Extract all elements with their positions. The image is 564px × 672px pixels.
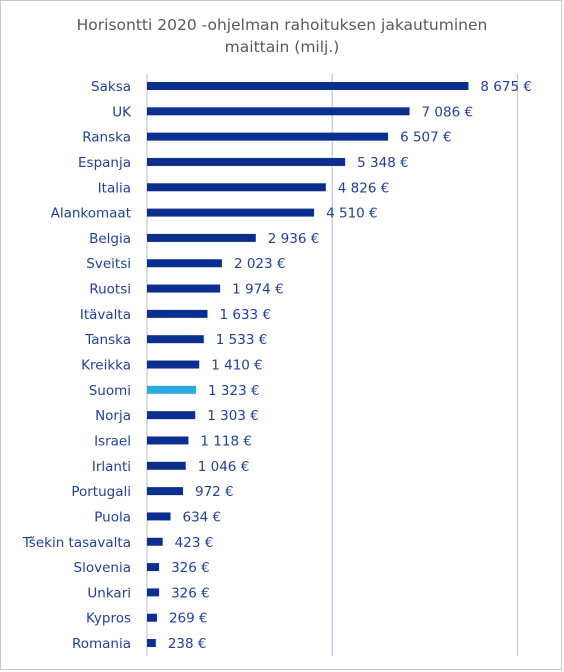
category-label: Belgia bbox=[89, 231, 131, 247]
category-label: Kypros bbox=[86, 611, 131, 627]
category-label: Kreikka bbox=[81, 358, 131, 374]
value-label: 6 507 € bbox=[400, 130, 452, 146]
bar[interactable] bbox=[147, 335, 204, 344]
bar[interactable] bbox=[147, 512, 171, 521]
bar[interactable] bbox=[147, 233, 256, 242]
value-label: 326 € bbox=[171, 560, 210, 576]
value-label: 1 323 € bbox=[208, 383, 260, 399]
bar[interactable] bbox=[147, 563, 160, 572]
category-label: Espanja bbox=[78, 155, 131, 171]
value-label: 7 086 € bbox=[422, 104, 474, 120]
value-label: 8 675 € bbox=[480, 79, 532, 95]
category-label: Alankomaat bbox=[51, 206, 131, 222]
bar[interactable] bbox=[147, 183, 326, 192]
bar[interactable] bbox=[147, 208, 315, 217]
bar[interactable] bbox=[147, 360, 200, 369]
category-label: Sveitsi bbox=[86, 256, 131, 272]
category-label: Portugali bbox=[71, 484, 131, 500]
bar[interactable] bbox=[147, 132, 389, 141]
value-label: 238 € bbox=[168, 636, 207, 652]
value-label: 1 303 € bbox=[207, 408, 259, 424]
category-label: Slovenia bbox=[74, 560, 131, 576]
category-label: Irlanti bbox=[92, 459, 131, 475]
value-label: 326 € bbox=[171, 585, 210, 601]
category-label: Israel bbox=[94, 433, 131, 449]
bar[interactable] bbox=[147, 461, 186, 470]
value-label: 1 633 € bbox=[220, 307, 272, 323]
bar[interactable] bbox=[147, 107, 410, 116]
category-label: Norja bbox=[95, 408, 131, 424]
bar[interactable] bbox=[147, 309, 208, 318]
category-label: Tanska bbox=[84, 332, 131, 348]
bar[interactable] bbox=[147, 259, 222, 268]
value-label: 972 € bbox=[195, 484, 234, 500]
value-label: 1 046 € bbox=[198, 459, 250, 475]
bar[interactable] bbox=[147, 588, 160, 597]
value-label: 2 023 € bbox=[234, 256, 286, 272]
category-label: Tšekin tasavalta bbox=[22, 535, 131, 551]
category-label: UK bbox=[112, 104, 132, 120]
category-label: Italia bbox=[98, 180, 131, 196]
bar[interactable] bbox=[147, 385, 197, 394]
value-label: 1 974 € bbox=[232, 282, 284, 298]
category-label: Puola bbox=[94, 509, 131, 525]
bar[interactable] bbox=[147, 639, 156, 648]
category-label: Ruotsi bbox=[89, 282, 131, 298]
bar[interactable] bbox=[147, 157, 346, 166]
bar[interactable] bbox=[147, 436, 189, 445]
value-label: 1 410 € bbox=[211, 358, 263, 374]
bar[interactable] bbox=[147, 284, 221, 293]
value-label: 4 510 € bbox=[326, 206, 378, 222]
category-label: Romania bbox=[72, 636, 131, 652]
category-label: Itävalta bbox=[80, 307, 131, 323]
value-label: 269 € bbox=[169, 611, 208, 627]
category-label: Ranska bbox=[82, 130, 131, 146]
bar[interactable] bbox=[147, 537, 163, 546]
chart-title: Horisontti 2020 -ohjelman rahoituksen ja… bbox=[76, 16, 488, 56]
bar[interactable] bbox=[147, 411, 196, 420]
bar[interactable] bbox=[147, 613, 157, 622]
value-label: 2 936 € bbox=[268, 231, 320, 247]
bar[interactable] bbox=[147, 82, 469, 90]
value-label: 423 € bbox=[175, 535, 214, 551]
category-label: Unkari bbox=[87, 585, 131, 601]
category-label: Suomi bbox=[89, 383, 131, 399]
value-label: 634 € bbox=[182, 509, 221, 525]
value-label: 5 348 € bbox=[357, 155, 409, 171]
value-label: 4 826 € bbox=[338, 180, 390, 196]
bar[interactable] bbox=[147, 487, 184, 496]
value-label: 1 118 € bbox=[200, 433, 252, 449]
value-label: 1 533 € bbox=[216, 332, 268, 348]
category-label: Saksa bbox=[91, 79, 131, 95]
